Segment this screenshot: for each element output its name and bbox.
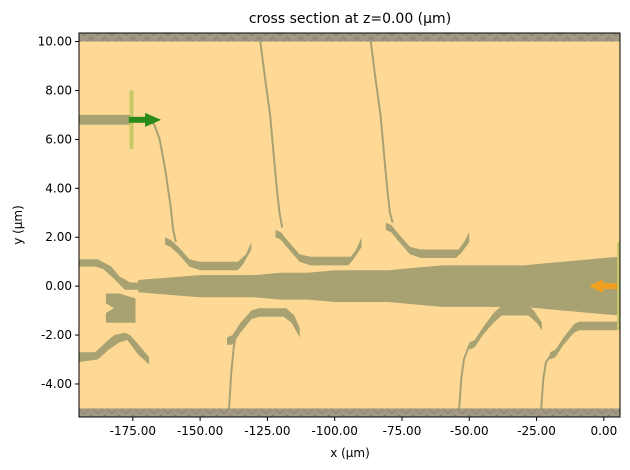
main-waveguide [138,256,620,316]
y-axis: 10.00 8.00 6.00 4.00 2.00 0.00 -2.00 -4.00 [38,35,79,391]
chart-title: cross section at z=0.00 (μm) [249,11,451,27]
y-axis-label: y (μm) [11,205,25,245]
waveguide-structure [79,114,131,125]
bend-waveguide [368,33,394,223]
x-tick-label: -125.00 [244,424,290,438]
y-tick-label: -2.00 [41,328,72,342]
y-tick-label: 4.00 [45,181,72,195]
x-axis: -175.00 -150.00 -125.00 -100.00 -75.00 -50.00… [110,417,617,438]
y-tick-label: -4.00 [41,377,72,391]
x-axis-label: x (μm) [330,446,370,460]
x-tick-label: -150.00 [177,424,223,438]
x-tick-label: -75.00 [383,424,422,438]
monitor-arrow-shaft [601,283,618,290]
y-tick-label: 2.00 [45,230,72,244]
monitor-arrow-icon [589,279,604,294]
pml-boundary [79,33,620,42]
waveguide-structure [385,222,470,258]
x-tick-label: -175.00 [110,424,156,438]
waveguide-structure [79,259,141,290]
plot-area [78,32,621,418]
x-tick-label: -25.00 [517,424,556,438]
waveguide-structure [165,237,252,271]
y-tick-label: 10.00 [38,35,72,49]
plot-content [79,33,620,417]
bend-waveguide [148,119,177,243]
waveguide-structure [105,293,136,323]
y-tick-label: 8.00 [45,83,72,97]
y-tick-label: 6.00 [45,132,72,146]
source-arrow-shaft [128,116,148,123]
waveguide-structure [550,321,618,360]
waveguide-structure [275,229,362,266]
x-tick-label: -100.00 [312,424,358,438]
bend-waveguide [227,330,238,417]
y-tick-label: 0.00 [45,279,72,293]
waveguide-structure [79,332,149,365]
bend-waveguide [258,33,284,228]
bend-waveguide [457,344,471,417]
source-arrow-icon [145,112,162,127]
simulation-background [79,33,620,417]
x-tick-label: -50.00 [450,424,489,438]
x-tick-label: 0.00 [590,424,617,438]
waveguide-structure [469,305,542,350]
bend-waveguide [539,354,553,417]
pml-boundary [79,408,620,417]
plot-frame [78,32,621,418]
